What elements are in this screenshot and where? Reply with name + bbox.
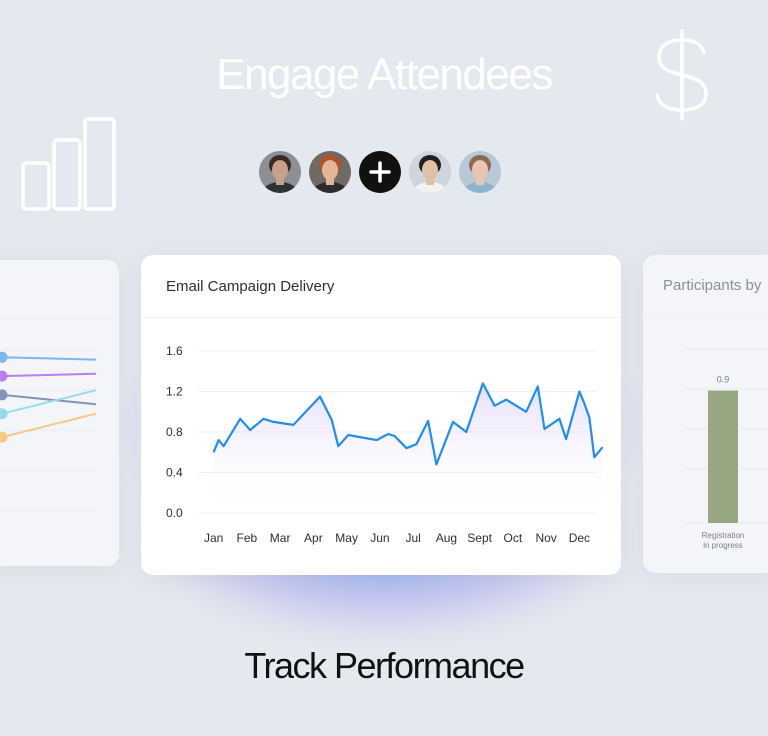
series-point [0, 408, 8, 420]
bar [708, 390, 738, 523]
email-delivery-line-chart: 1.6 1.2 0.8 0.4 0.0 Jan Feb Mar Apr May Jun Jul Aug S… [166, 344, 604, 545]
avatar-man-glasses [409, 151, 451, 193]
card-divider [141, 317, 621, 318]
add-attendee-button[interactable] [359, 151, 401, 193]
dollar-icon [655, 29, 708, 121]
avatar-woman-blue [459, 151, 501, 193]
x-tick-label: Jun [370, 531, 389, 545]
y-tick-label: 0.0 [166, 506, 183, 520]
bar-value-label: 0.9 [717, 375, 730, 385]
x-tick-label: Apr [304, 531, 323, 545]
series-point [0, 389, 8, 401]
avatar-man-beard [259, 151, 301, 193]
card-line-comparison [0, 260, 119, 566]
series-line [212, 382, 604, 466]
avatar-woman-redhair [309, 151, 351, 193]
x-tick-label: Mar [270, 531, 291, 545]
comparison-line-chart [0, 317, 119, 511]
x-tick-label: Jan [204, 531, 223, 545]
x-tick-label: in progress [703, 541, 743, 550]
card-email-campaign-delivery: Email Campaign Delivery 1.6 1.2 0.8 0.4 0.0 J… [141, 255, 621, 575]
card-title: Participants by [663, 277, 762, 294]
tagline: Track Performance [244, 645, 525, 686]
x-tick-label: Sept [467, 531, 492, 545]
y-tick-label: 0.4 [166, 466, 183, 480]
card-participants: Participants by 0.9 Registration in progre… [643, 255, 768, 573]
x-tick-label: Jul [405, 531, 420, 545]
series-point [0, 370, 8, 382]
bar-chart-icon [21, 117, 116, 211]
series-line [1, 412, 97, 439]
y-tick-label: 1.6 [166, 344, 183, 358]
x-tick-label: Feb [237, 531, 258, 545]
series-line [1, 389, 97, 415]
series-point [0, 351, 8, 363]
plus-icon [369, 161, 391, 183]
series-line [1, 356, 97, 361]
headline: Engage Attendees [216, 50, 553, 99]
x-tick-label: Oct [504, 531, 523, 545]
card-title: Email Campaign Delivery [166, 278, 335, 295]
card-divider [643, 317, 768, 318]
x-tick-label: Nov [535, 531, 556, 545]
x-tick-label: May [335, 531, 358, 545]
x-tick-label: Registration [702, 531, 745, 540]
x-tick-label: Aug [436, 531, 457, 545]
series-point [0, 431, 8, 443]
y-tick-label: 1.2 [166, 385, 183, 399]
y-tick-label: 0.8 [166, 425, 183, 439]
series-line [1, 393, 97, 406]
series-line [1, 372, 97, 378]
x-tick-label: Dec [569, 531, 590, 545]
